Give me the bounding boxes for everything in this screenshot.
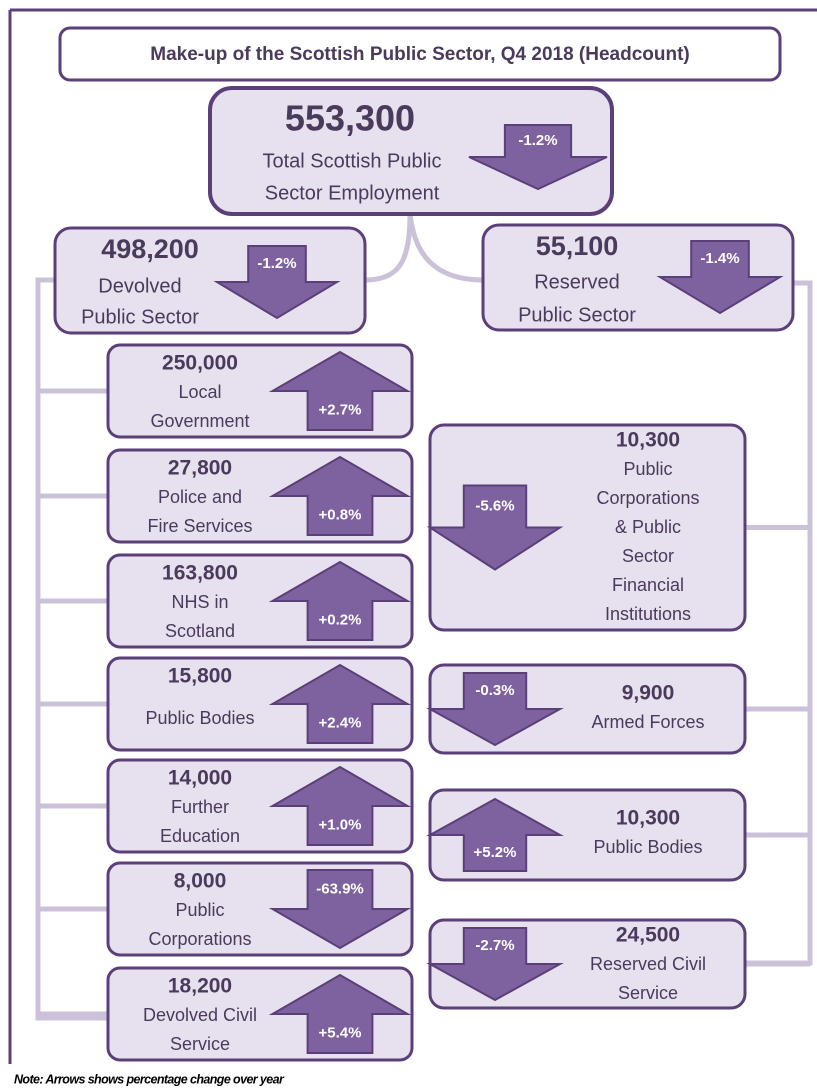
- value: 163,800: [162, 562, 238, 585]
- note: Note: Arrows shows percentage change ove…: [14, 1072, 285, 1086]
- change-label: -5.6%: [475, 497, 514, 514]
- label: Public: [623, 459, 672, 479]
- label: Local: [178, 382, 221, 402]
- change-label: +0.2%: [319, 611, 362, 628]
- label: Corporations: [148, 929, 251, 949]
- value: 9,900: [622, 682, 675, 705]
- value: 27,800: [168, 457, 232, 480]
- change-label: +2.4%: [319, 714, 362, 731]
- connector: [35, 277, 108, 1021]
- arrow-up: [268, 663, 412, 744]
- frame: [8, 8, 817, 1064]
- change-label: -0.3%: [475, 682, 514, 699]
- value: 15,800: [168, 665, 232, 688]
- label: Fire Services: [147, 516, 252, 536]
- arrow-up: [268, 350, 412, 431]
- title: Make-up of the Scottish Public Sector, Q…: [150, 44, 690, 65]
- label: Public Sector: [518, 304, 636, 326]
- label: Government: [150, 411, 249, 431]
- value: 498,200: [101, 234, 199, 264]
- value: 8,000: [174, 870, 227, 893]
- arrow-down: [468, 124, 608, 191]
- arrow-down: [426, 484, 564, 571]
- value: 553,300: [285, 98, 415, 139]
- change-label: +5.2%: [474, 844, 517, 861]
- label: Public: [175, 900, 224, 920]
- value: 18,200: [168, 975, 232, 998]
- value: 24,500: [616, 924, 680, 947]
- label: Sector Employment: [265, 182, 440, 204]
- change-label: +5.4%: [319, 1024, 362, 1041]
- connector: [364, 213, 413, 283]
- change-label: -2.7%: [475, 937, 514, 954]
- arrow-down: [656, 240, 784, 315]
- connector: [407, 213, 484, 283]
- change-label: -1.2%: [257, 255, 296, 272]
- arrow-down: [426, 927, 564, 1002]
- change-label: -63.9%: [316, 880, 364, 897]
- change-label: -1.2%: [518, 132, 557, 149]
- label: Devolved: [98, 275, 181, 297]
- label: Sector: [622, 546, 674, 566]
- label: Public Sector: [81, 306, 199, 328]
- arrow-up: [268, 560, 412, 641]
- label: Financial: [612, 575, 684, 595]
- box: [208, 86, 614, 216]
- arrow-down: [268, 869, 412, 950]
- connector: [745, 280, 813, 966]
- change-label: +1.0%: [319, 816, 362, 833]
- arrow-up: [426, 797, 564, 872]
- value: 14,000: [168, 767, 232, 790]
- arrow-up: [268, 765, 412, 846]
- label: Devolved Civil: [143, 1005, 257, 1025]
- label: Scotland: [165, 621, 235, 641]
- arrow-up: [268, 973, 412, 1054]
- label: Public Bodies: [145, 708, 254, 728]
- label: Public Bodies: [593, 837, 702, 857]
- label: Total Scottish Public: [263, 150, 442, 172]
- label: Armed Forces: [591, 712, 704, 732]
- label: Reserved: [534, 271, 620, 293]
- value: 250,000: [162, 352, 238, 375]
- label: & Public: [615, 517, 681, 537]
- label: Service: [618, 983, 678, 1003]
- arrow-up: [268, 455, 412, 536]
- change-label: +0.8%: [319, 506, 362, 523]
- arrow-down: [426, 672, 564, 747]
- label: Reserved Civil: [590, 954, 706, 974]
- value: 55,100: [536, 231, 619, 261]
- label: Further: [171, 797, 229, 817]
- label: Police and: [158, 487, 242, 507]
- value: 10,300: [616, 807, 680, 830]
- label: Institutions: [605, 604, 691, 624]
- label: Service: [170, 1034, 230, 1054]
- label: NHS in: [171, 592, 228, 612]
- value: 10,300: [616, 429, 680, 452]
- change-label: -1.4%: [700, 250, 739, 267]
- change-label: +2.7%: [319, 401, 362, 418]
- arrow-down: [213, 245, 341, 320]
- label: Education: [160, 826, 240, 846]
- label: Corporations: [596, 488, 699, 508]
- title-box: [58, 26, 782, 82]
